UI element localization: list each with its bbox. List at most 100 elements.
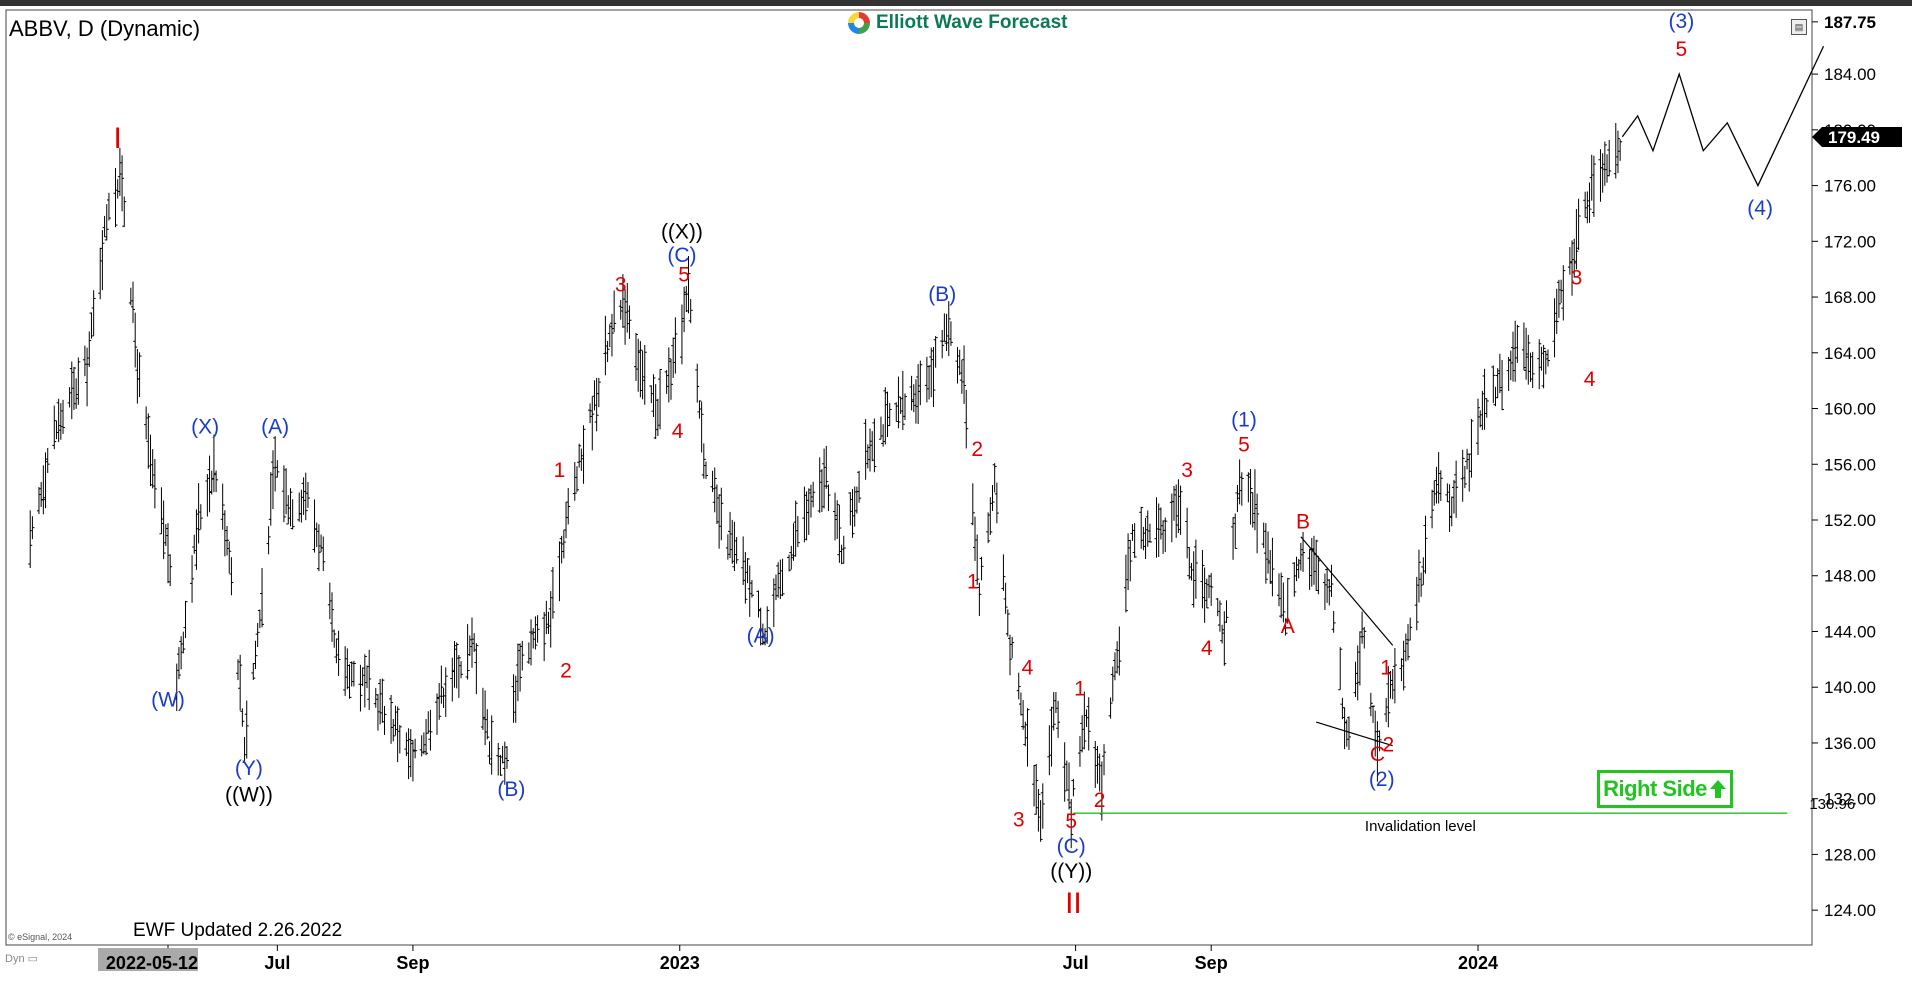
price-bar — [240, 708, 245, 727]
price-bar — [990, 485, 995, 511]
price-bar — [1545, 349, 1550, 367]
chart-menu-icon[interactable]: ▤ — [1791, 19, 1807, 35]
price-bar — [819, 469, 824, 512]
chart-title: ABBV, D (Dynamic) — [9, 16, 201, 41]
wave-label: 5 — [1676, 38, 1688, 61]
y-tick-label: 172.00 — [1824, 232, 1876, 251]
price-bar — [1316, 555, 1321, 595]
price-bar — [437, 683, 442, 720]
price-bar — [1217, 600, 1222, 632]
price-bar — [347, 664, 352, 699]
price-bar — [373, 687, 378, 708]
price-bar — [903, 393, 908, 420]
price-bar — [227, 541, 232, 574]
price-bar — [719, 487, 724, 541]
price-bar — [612, 290, 617, 333]
price-bar — [163, 524, 168, 547]
price-bar — [688, 298, 693, 324]
dyn-icon[interactable]: Dyn ▭ — [5, 953, 39, 965]
wave-label: 4 — [1584, 368, 1596, 391]
price-bar — [115, 179, 120, 199]
price-bar — [1355, 645, 1360, 701]
price-bar — [837, 504, 842, 563]
price-bar — [955, 347, 960, 384]
price-bar — [378, 678, 383, 725]
price-bar — [872, 418, 877, 473]
price-bar — [1556, 279, 1561, 318]
price-bar — [358, 664, 363, 712]
price-bar — [67, 387, 72, 408]
price-bar — [1185, 507, 1190, 559]
price-bar — [1526, 334, 1531, 385]
price-bar — [791, 523, 796, 561]
price-bar — [1329, 564, 1334, 597]
price-bar — [686, 256, 691, 314]
price-bar — [699, 401, 704, 453]
price-bar — [658, 368, 663, 430]
price-bar — [1530, 351, 1535, 388]
price-bar — [443, 667, 448, 717]
price-bar — [1040, 783, 1045, 829]
price-bar — [1419, 572, 1424, 597]
price-bar — [489, 715, 494, 775]
price-bar — [1591, 155, 1596, 217]
price-bar — [725, 534, 730, 560]
price-bar — [1069, 799, 1074, 849]
wave-label: 4 — [1201, 637, 1213, 660]
price-bar — [472, 633, 477, 652]
price-bar — [502, 741, 507, 785]
price-bar — [1049, 706, 1054, 767]
price-bar — [594, 377, 599, 432]
price-bar — [1255, 493, 1260, 554]
wave-label: 1 — [967, 570, 979, 593]
price-bar — [1093, 741, 1098, 788]
price-bar — [1384, 697, 1389, 722]
price-bar — [518, 643, 523, 692]
price-bar — [305, 481, 310, 508]
price-bar — [804, 491, 809, 541]
price-bar — [281, 465, 286, 523]
y-tick-label: 184.00 — [1824, 65, 1876, 84]
wave-label: 2 — [1382, 733, 1394, 756]
x-tick-label: Jul — [1063, 953, 1089, 973]
price-bar — [255, 622, 260, 648]
price-bar — [717, 494, 722, 549]
price-bar — [220, 483, 225, 530]
price-bar — [695, 363, 700, 403]
price-bar — [1510, 331, 1515, 382]
price-bar — [1207, 574, 1212, 599]
price-bar — [511, 674, 516, 723]
wave-label: (C) — [1057, 835, 1086, 858]
price-bar — [284, 468, 289, 515]
price-bar — [638, 341, 643, 398]
price-bar — [542, 611, 547, 662]
price-bar — [395, 706, 400, 763]
price-bar — [669, 358, 674, 400]
price-bar — [526, 642, 531, 664]
price-bar — [607, 324, 612, 348]
price-bar — [54, 420, 59, 440]
price-bar — [773, 574, 778, 601]
price-bar — [1095, 746, 1100, 784]
price-bar — [76, 357, 81, 405]
price-bar — [1583, 191, 1588, 218]
price-bar — [572, 461, 577, 501]
wave-label: ((Y)) — [1050, 860, 1092, 883]
price-bar — [1086, 697, 1091, 751]
price-bar — [1454, 460, 1459, 518]
price-bar — [894, 402, 899, 422]
price-bar — [564, 501, 569, 539]
price-bar — [1460, 449, 1465, 502]
price-bar — [962, 345, 967, 404]
price-bar — [1371, 705, 1376, 723]
price-bar — [260, 568, 265, 628]
wave-label: (1) — [1231, 409, 1257, 432]
price-bar — [870, 431, 875, 462]
price-bar — [413, 738, 418, 759]
price-bar — [756, 590, 761, 618]
price-bar — [1239, 472, 1244, 506]
price-bar — [749, 580, 754, 598]
price-bar — [456, 654, 461, 698]
price-bar — [1434, 466, 1439, 504]
price-bar — [161, 500, 166, 560]
